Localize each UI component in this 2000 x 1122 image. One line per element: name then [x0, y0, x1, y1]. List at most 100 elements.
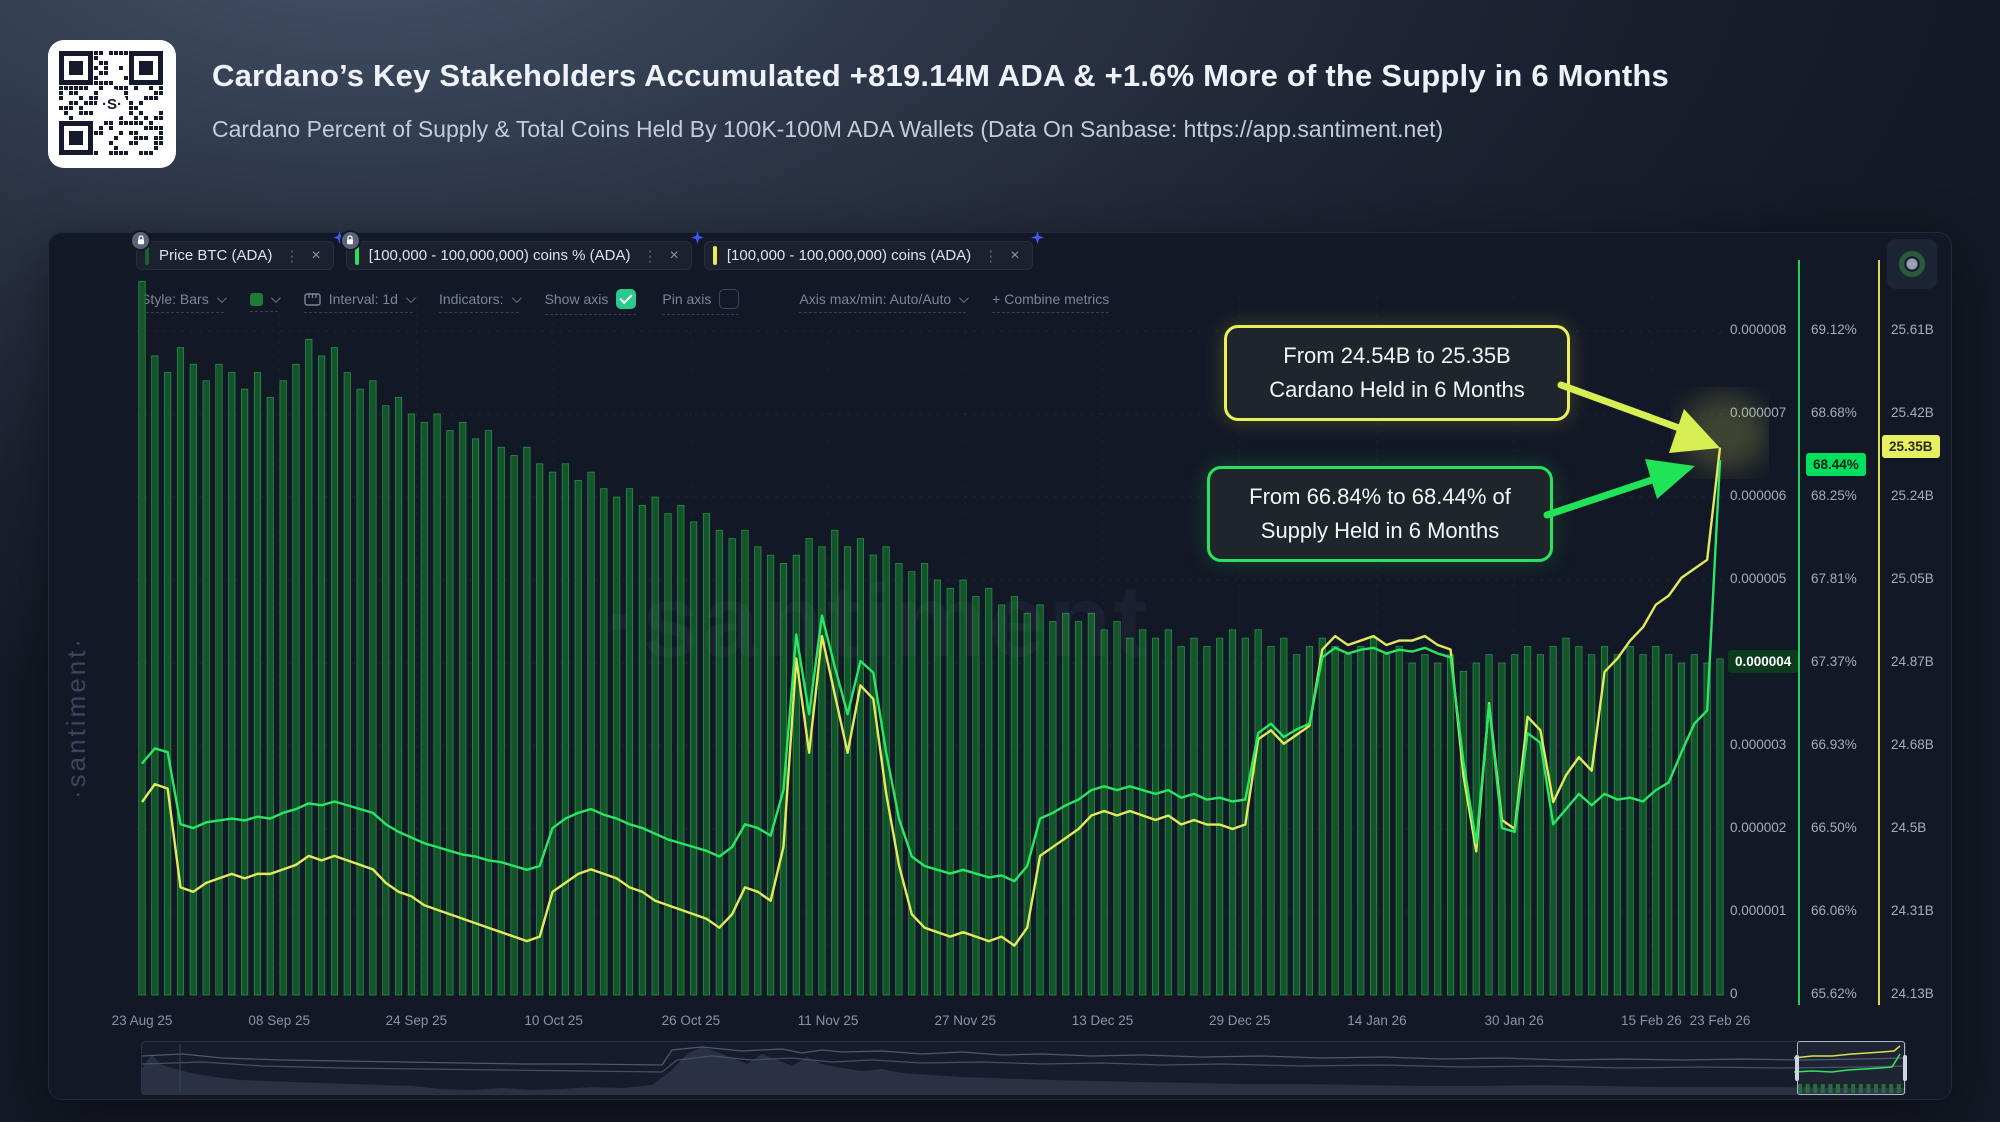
main-chart[interactable]: [136, 256, 1726, 1001]
date-tick: 08 Sep 25: [248, 1013, 310, 1028]
style-label: Style: Bars: [141, 291, 209, 307]
header-titles: Cardano’s Key Stakeholders Accumulated +…: [212, 40, 1669, 168]
lock-icon: [339, 230, 361, 251]
axis-tick: 66.93%: [1811, 737, 1857, 752]
metric-color-indicator: [354, 246, 359, 265]
close-icon[interactable]: ×: [1010, 246, 1020, 264]
indicators-label: Indicators:: [438, 291, 504, 307]
indicators-dropdown[interactable]: Indicators:: [438, 291, 522, 313]
date-tick: 23 Feb 26: [1689, 1013, 1751, 1028]
date-tick: 13 Dec 25: [1071, 1013, 1134, 1028]
axis-tick: 0.000001: [1730, 903, 1787, 918]
axis-tick: 25.24B: [1891, 488, 1934, 503]
tab-coins-percent[interactable]: [100,000 - 100,000,000) coins % (ADA) ⋮ …: [332, 230, 692, 270]
date-tick: 26 Oct 25: [661, 1013, 721, 1028]
metric-tabs: Price BTC (ADA) ⋮ × [100,000 - 100,000,0…: [130, 230, 1044, 270]
checkbox-empty-icon[interactable]: [719, 289, 740, 309]
ruler-icon: [304, 292, 321, 306]
tab-coins-total[interactable]: [100,000 - 100,000,000) coins (ADA) ⋮ ×: [690, 231, 1044, 270]
minimap-handle-right[interactable]: [1903, 1055, 1907, 1081]
tab-price-btc[interactable]: Price BTC (ADA) ⋮ ×: [130, 230, 334, 270]
chart-area: ·santiment· ·santiment 0.000008 0.000007 0…: [49, 233, 1951, 1099]
svg-text:·S·: ·S·: [102, 96, 122, 113]
qr-code: ·S·: [48, 40, 176, 168]
axis-maxmin-label: Axis max/min: Auto/Auto: [799, 291, 952, 307]
checkbox-checked-icon[interactable]: [616, 289, 637, 309]
minimap-selection[interactable]: [1795, 1041, 1907, 1095]
axis-tick: 25.61B: [1891, 322, 1934, 337]
date-tick: 14 Jan 26: [1347, 1013, 1407, 1028]
date-tick: 29 Dec 25: [1208, 1013, 1271, 1028]
kebab-menu-icon[interactable]: ⋮: [983, 247, 999, 265]
timeline-minimap[interactable]: [141, 1041, 1907, 1095]
date-tick: 15 Feb 26: [1620, 1013, 1682, 1028]
sparkle-icon: [332, 231, 346, 244]
annotation-percent: From 66.84% to 68.44% of Supply Held in …: [1207, 466, 1553, 562]
date-tick: 27 Nov 25: [934, 1013, 997, 1028]
color-swatch: [249, 292, 263, 306]
style-dropdown[interactable]: Style: Bars: [141, 291, 227, 313]
axis-tick: 24.5B: [1891, 820, 1927, 835]
kebab-menu-icon[interactable]: ⋮: [284, 247, 300, 265]
combine-metrics-button[interactable]: + Combine metrics: [992, 291, 1110, 313]
axis-tick: 67.37%: [1811, 654, 1857, 669]
kebab-menu-icon[interactable]: ⋮: [642, 247, 658, 265]
pin-axis-label: Pin axis: [662, 291, 712, 307]
date-tick: 30 Jan 26: [1484, 1013, 1544, 1028]
close-icon[interactable]: ×: [669, 246, 679, 264]
interval-dropdown[interactable]: Interval: 1d: [303, 291, 416, 313]
date-tick: 24 Sep 25: [385, 1013, 448, 1028]
axis-tick: 0.000002: [1730, 820, 1787, 835]
axis-tick: 25.42B: [1891, 405, 1934, 420]
record-dot-icon: [1899, 251, 1925, 277]
interval-label: Interval: 1d: [328, 291, 398, 307]
lock-icon: [130, 230, 151, 251]
axis-tick: 0.000005: [1730, 571, 1787, 586]
price-current-badge: 0.000004: [1728, 650, 1799, 673]
axis-tick: 24.31B: [1891, 903, 1934, 918]
axis-tick: 24.13B: [1891, 986, 1934, 1001]
axis-tick: 24.68B: [1891, 737, 1934, 752]
axis-tick: 67.81%: [1811, 571, 1857, 586]
annotation-line: From 24.54B to 25.35B: [1283, 343, 1511, 368]
chart-panel: Price BTC (ADA) ⋮ × [100,000 - 100,000,0…: [48, 230, 1952, 1100]
annotation-line: From 66.84% to 68.44% of: [1249, 484, 1511, 509]
axis-tick: 0.000007: [1730, 405, 1787, 420]
sparkle-icon: [1030, 231, 1044, 244]
coins-axis-line: [1878, 260, 1880, 1005]
close-icon[interactable]: ×: [311, 246, 321, 264]
show-axis-label: Show axis: [544, 291, 609, 307]
chart-toolbar: Style: Bars Interval: 1d Indicators: Sho…: [141, 289, 1110, 315]
annotation-coins: From 24.54B to 25.35B Cardano Held in 6 …: [1224, 325, 1570, 421]
color-swatch-dropdown[interactable]: [249, 292, 281, 312]
annotation-line: Cardano Held in 6 Months: [1269, 377, 1525, 402]
axis-tick: 68.68%: [1811, 405, 1857, 420]
record-button[interactable]: [1887, 239, 1937, 289]
minimap-handle-left[interactable]: [1795, 1055, 1799, 1081]
axis-maxmin-dropdown[interactable]: Axis max/min: Auto/Auto: [799, 291, 970, 313]
coins-current-badge: 25.35B: [1882, 435, 1940, 458]
show-axis-toggle[interactable]: Show axis: [544, 289, 637, 315]
combine-metrics-label: + Combine metrics: [992, 291, 1110, 307]
axis-tick: 68.25%: [1811, 488, 1857, 503]
axis-tick: 0.000006: [1730, 488, 1787, 503]
axis-tick: 24.87B: [1891, 654, 1934, 669]
axis-tick: 66.50%: [1811, 820, 1857, 835]
pin-axis-toggle[interactable]: Pin axis: [662, 289, 740, 315]
date-tick: 23 Aug 25: [111, 1013, 173, 1028]
tab-label: [100,000 - 100,000,000) coins (ADA): [726, 247, 972, 264]
axis-tick: 25.05B: [1891, 571, 1934, 586]
axis-tick: 0.000003: [1730, 737, 1787, 752]
metric-color-indicator: [712, 246, 717, 265]
date-tick: 11 Nov 25: [797, 1013, 859, 1028]
date-tick: 10 Oct 25: [524, 1013, 583, 1028]
tab-label: Price BTC (ADA): [159, 247, 273, 264]
tab-label: [100,000 - 100,000,000) coins % (ADA): [368, 247, 631, 264]
annotation-line: Supply Held in 6 Months: [1260, 518, 1500, 543]
page-subtitle: Cardano Percent of Supply & Total Coins …: [212, 116, 1444, 142]
axis-tick: 69.12%: [1811, 322, 1857, 337]
axis-tick: 65.62%: [1811, 986, 1857, 1001]
page-title: Cardano’s Key Stakeholders Accumulated +…: [212, 58, 1669, 93]
axis-tick: 66.06%: [1811, 903, 1857, 918]
